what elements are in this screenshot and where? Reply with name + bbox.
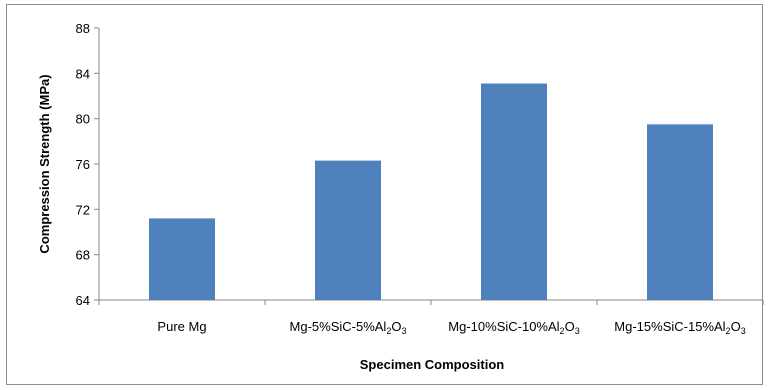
bar	[315, 160, 381, 300]
chart-frame	[6, 4, 763, 385]
x-category-label: Mg-15%SiC-15%Al2O3	[614, 319, 745, 336]
y-tick-label: 68	[76, 248, 90, 263]
y-tick-label: 80	[76, 112, 90, 127]
chart-bars	[149, 83, 713, 301]
bar	[149, 218, 215, 300]
y-tick-label: 88	[76, 21, 90, 36]
y-tick-label: 72	[76, 202, 90, 217]
y-tick-label: 64	[76, 293, 90, 308]
y-axis-title: Compression Strength (MPa)	[37, 74, 52, 253]
bar	[647, 124, 713, 300]
x-category-labels: Pure Mg Mg-5%SiC-5%Al2O3 Mg-10%SiC-10%Al2O…	[157, 319, 745, 336]
x-category-label: Mg-5%SiC-5%Al2O3	[290, 319, 407, 336]
x-category-label: Pure Mg	[157, 319, 206, 334]
x-category-label: Mg-10%SiC-10%Al2O3	[448, 319, 579, 336]
x-axis-title: Specimen Composition	[360, 357, 505, 372]
y-tick-labels: 64 68 72 76 80 84 88	[76, 21, 90, 308]
y-tick-label: 76	[76, 157, 90, 172]
bar	[481, 83, 547, 301]
y-tick-label: 84	[76, 66, 90, 81]
